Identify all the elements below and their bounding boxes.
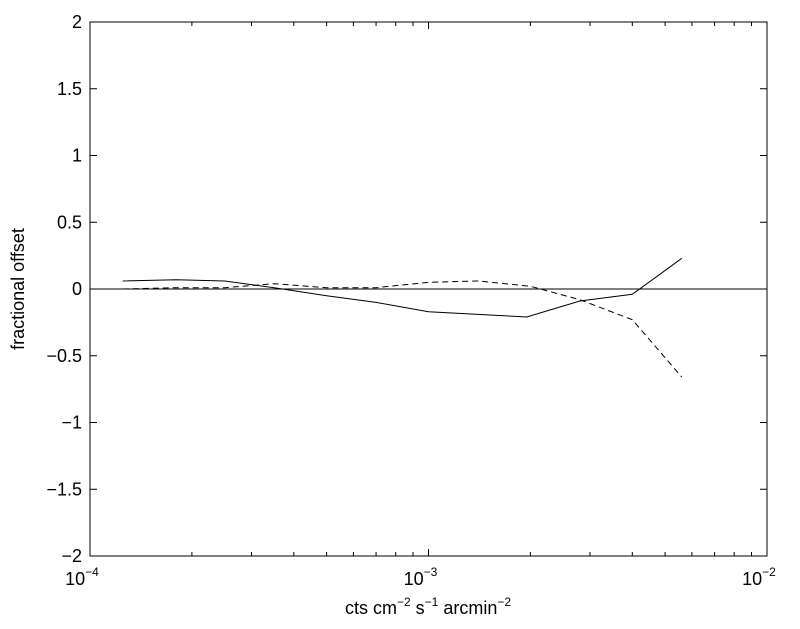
y-tick-label: 0.5 xyxy=(57,212,82,232)
y-tick-label: −1 xyxy=(61,413,82,433)
x-axis-label: cts cm−2 s−1 arcmin−2 xyxy=(345,595,511,618)
x-tick-label: 10−2 xyxy=(742,565,776,589)
tick-labels: 2 1.5 1 0.5 0 −0.5 −1 −1.5 −210−4 10−3 10−2 xyxy=(46,12,776,589)
x-tick-label: 10−3 xyxy=(404,565,438,589)
y-tick-label: 1.5 xyxy=(57,79,82,99)
y-axis-label: fractional offset xyxy=(8,228,28,350)
series-group xyxy=(122,257,683,378)
y-tick-label: −2 xyxy=(61,546,82,566)
y-tick-label: 0 xyxy=(72,279,82,299)
y-tick-label: −1.5 xyxy=(46,479,82,499)
y-tick-label: −0.5 xyxy=(46,346,82,366)
series-line-dashed xyxy=(122,280,683,378)
x-tick-label: 10−4 xyxy=(65,565,99,589)
y-tick-label: 2 xyxy=(72,12,82,32)
series-line-solid xyxy=(122,257,683,318)
y-tick-label: 1 xyxy=(72,146,82,166)
